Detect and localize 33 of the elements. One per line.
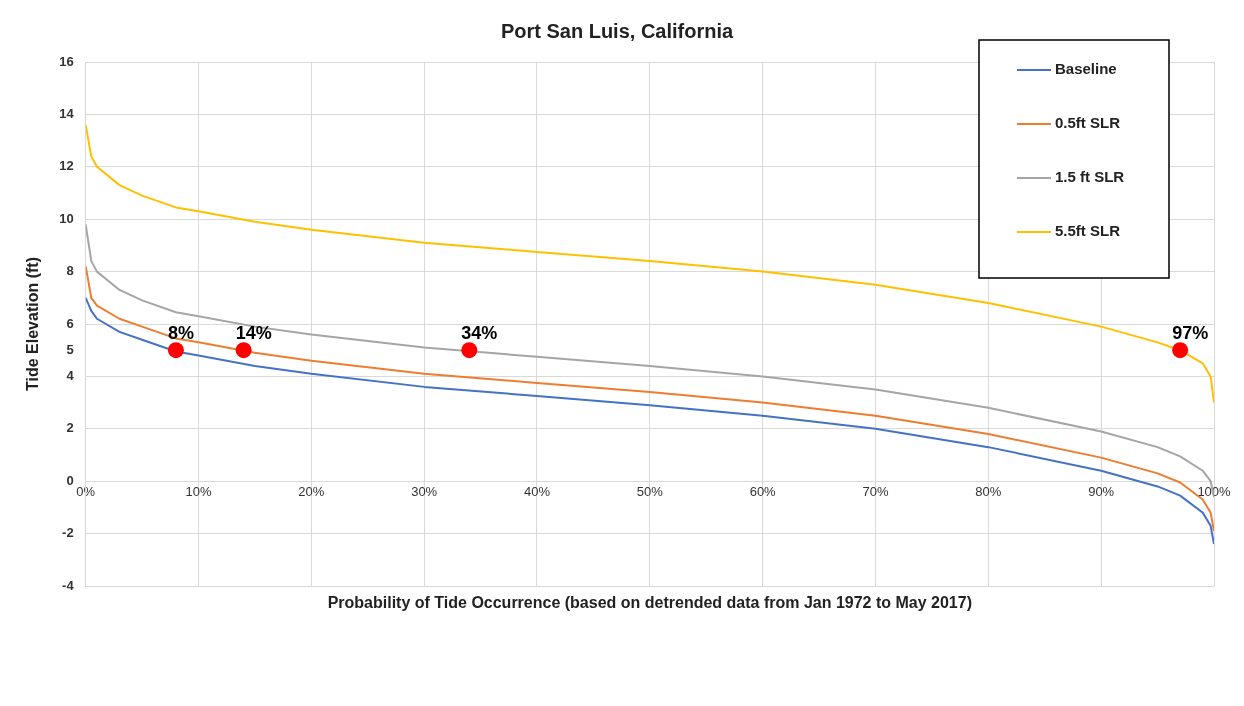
x-tick-label: 90% — [1088, 483, 1115, 499]
legend-label: Baseline — [1055, 60, 1117, 78]
legend-label: 0.5ft SLR — [1055, 114, 1121, 132]
y-tick-label: -4 — [62, 577, 75, 593]
y-tick-label: 10 — [59, 210, 74, 226]
x-tick-label: 40% — [523, 483, 551, 499]
annotation: 97% — [1172, 323, 1209, 344]
y-tick-label: 0 — [66, 472, 74, 488]
annotation: 34% — [461, 323, 498, 344]
y-axis-title: Tide Elevation (ft) — [24, 257, 42, 391]
annotation: 8% — [167, 323, 194, 344]
y-tick-label: 5 — [66, 341, 74, 357]
y-tick-label: 2 — [66, 420, 74, 436]
y-tick-label: -2 — [62, 525, 74, 541]
y-tick-label: 14 — [59, 105, 75, 121]
y-tick-label: 12 — [59, 158, 74, 174]
x-tick-label: 0% — [76, 483, 96, 499]
x-tick-label: 70% — [862, 483, 889, 499]
annotation: 14% — [235, 323, 272, 344]
chart-title: Port San Luis, California — [500, 19, 734, 42]
legend-label: 5.5ft SLR — [1055, 222, 1121, 240]
legend-label: 1.5 ft SLR — [1055, 168, 1125, 186]
x-tick-label: 60% — [749, 483, 777, 499]
x-tick-label: 10% — [185, 483, 212, 499]
y-tick-label: 4 — [66, 367, 75, 383]
x-tick-label: 50% — [636, 483, 664, 499]
x-tick-label: 80% — [975, 483, 1002, 499]
y-tick-label: 6 — [66, 315, 74, 331]
y-tick-label: 16 — [59, 53, 74, 69]
y-tick-label: 8 — [66, 263, 74, 279]
x-tick-label: 30% — [411, 483, 438, 499]
x-axis-title: Probability of Tide Occurrence (based on detrended data from Jan 1972 to May 2017) — [327, 594, 972, 612]
x-tick-label: 20% — [298, 483, 325, 499]
